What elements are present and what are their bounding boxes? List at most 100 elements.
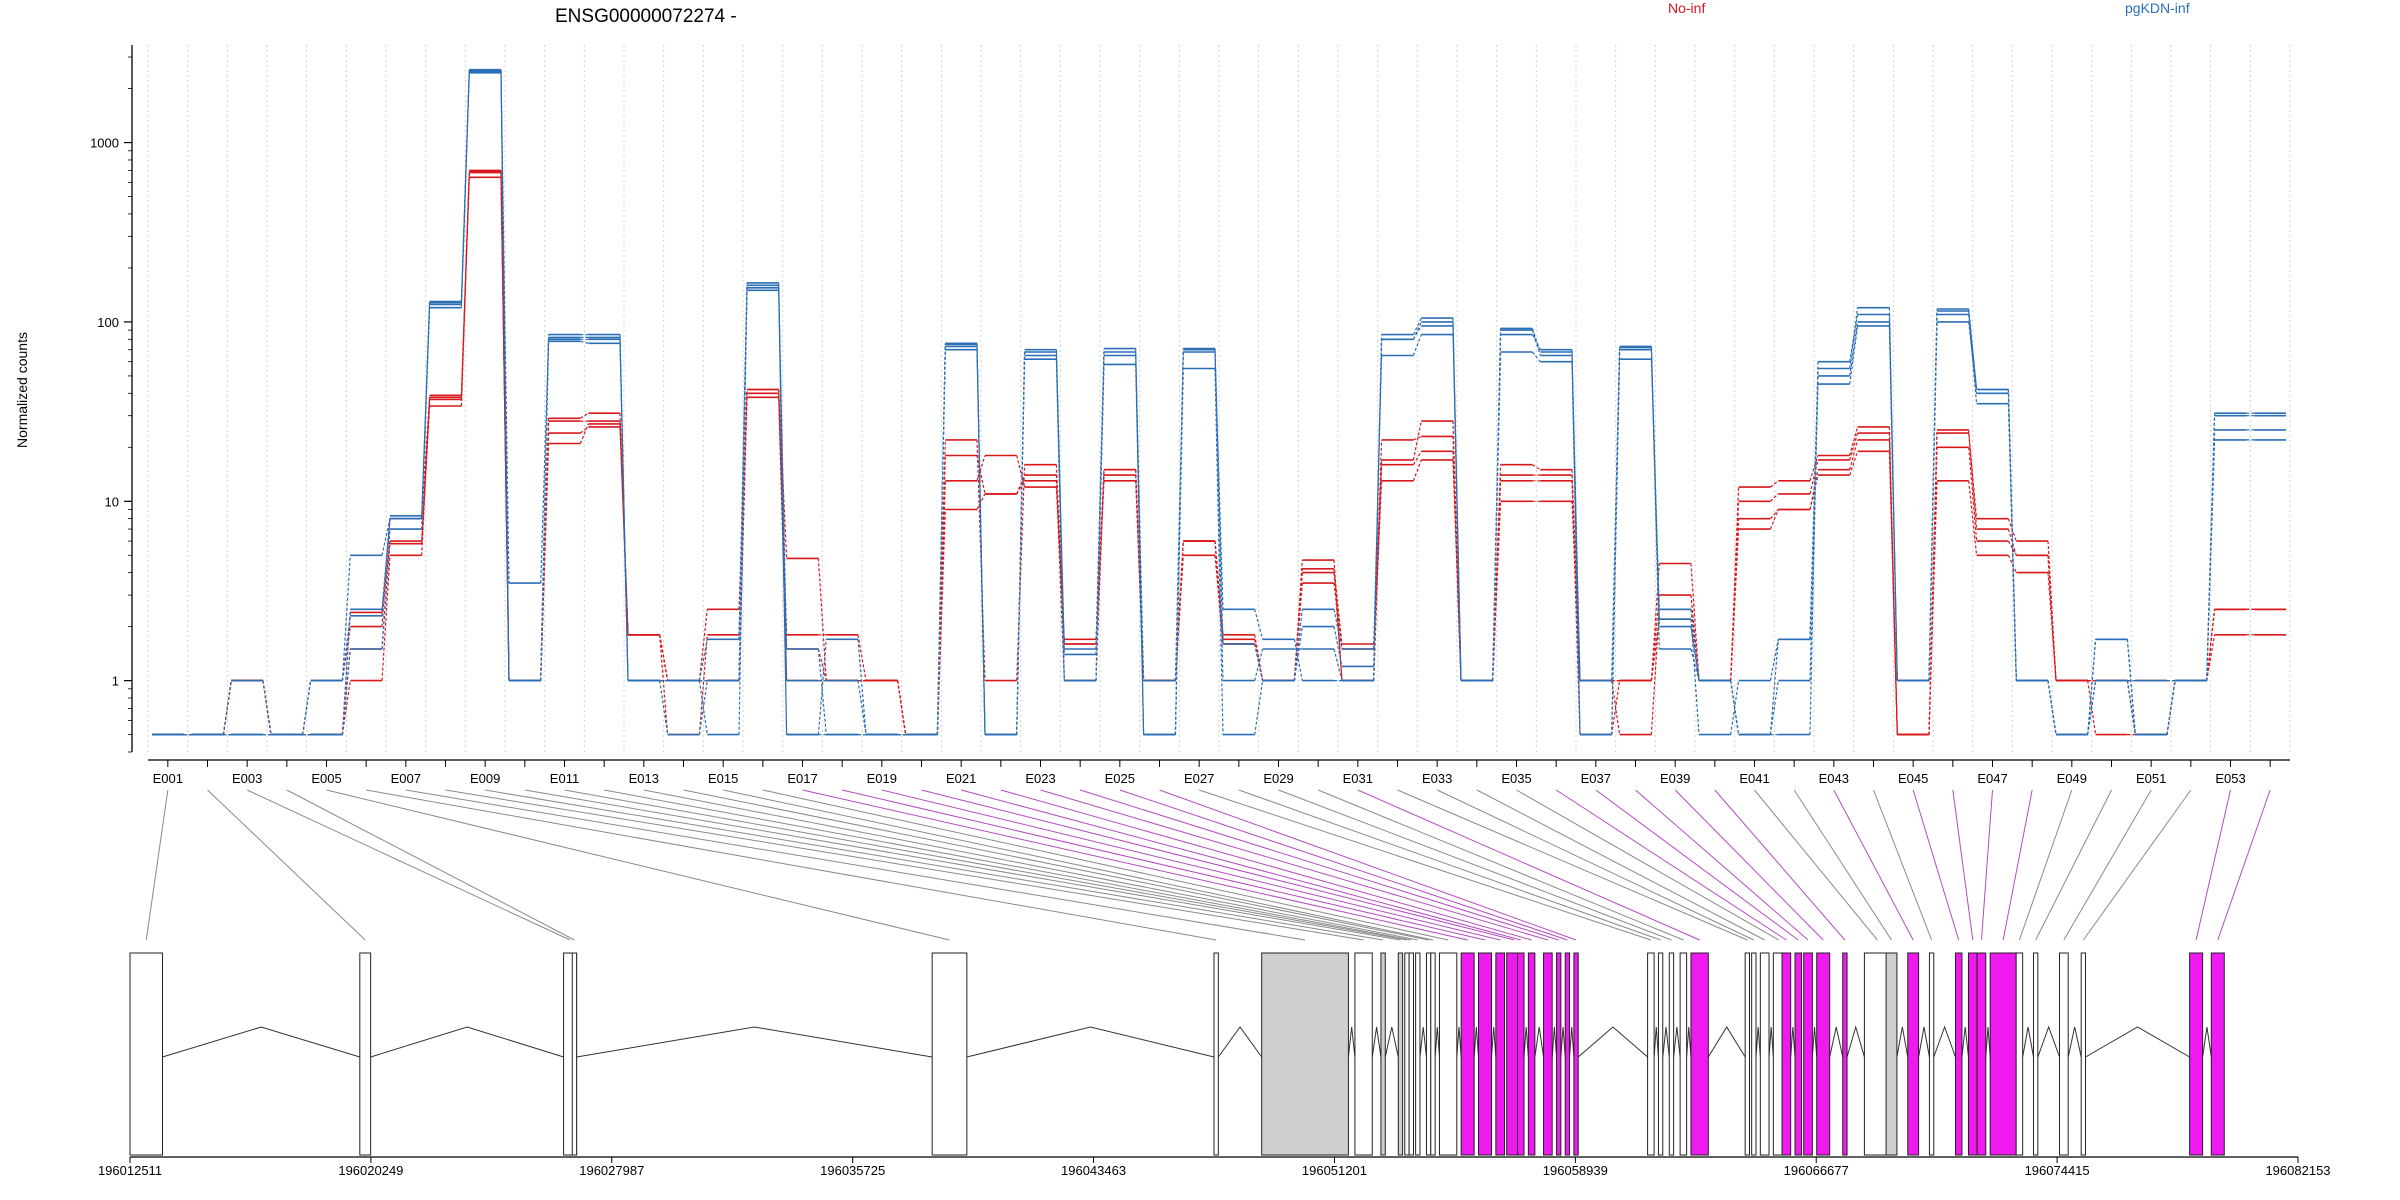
exon-tick-label: E023 [1025,771,1055,786]
exon-box [1744,952,1750,1156]
exon-connector [1555,789,1787,941]
exon-box [1477,952,1493,1156]
intron-line [576,1026,933,1058]
genomic-tick-label: 196020249 [338,1163,403,1178]
exon-tick-label: E037 [1581,771,1611,786]
intron-line [1755,1026,1761,1058]
exon-connector [1080,789,1559,941]
intron-line [370,1026,564,1058]
intron-line [162,1026,360,1058]
exon-connector [802,789,1468,941]
exon-connector [1278,789,1672,941]
intron-line [1523,1026,1529,1058]
intron-line [1456,1026,1462,1058]
exon-tick-label: E047 [1977,771,2007,786]
exon-box [1907,952,1920,1156]
exon-connector-lines [145,789,2271,941]
exon-tick-label: E053 [2215,771,2245,786]
exon-connector [1397,789,1748,941]
intron-line [2085,1026,2190,1058]
genomic-tick-label: 196051201 [1302,1163,1367,1178]
exon-connector [2063,789,2152,941]
genomic-tick-label: 196066677 [1784,1163,1849,1178]
exon-connector [1199,789,1652,941]
exon-tick-label: E043 [1819,771,1849,786]
intron-line [1419,1026,1427,1058]
exon-connector [1119,789,1568,941]
intron-line [1347,1026,1356,1058]
exon-connector [1714,789,1846,941]
exon-connector [1952,789,1974,941]
y-axis: 1 10 100 1000 [90,45,133,753]
intron-line [1662,1026,1670,1058]
legend-pgkdn-inf: pgKDN-inf [2125,0,2190,16]
exon-box [931,952,968,1156]
exon-connector [2035,789,2112,941]
y-tick-label: 1000 [90,136,119,151]
exon-connector [366,789,1217,941]
series-line-dashed [183,69,2255,736]
exon-connector [723,789,1434,941]
exon-connector [1754,789,1878,941]
exon-box [1354,952,1373,1156]
intron-line [1768,1026,1774,1058]
intron-line [1811,1026,1818,1058]
exon-tick-label: E009 [470,771,500,786]
exon-connector [604,789,1412,941]
exon-connector [1980,789,1993,941]
genomic-tick-label: 196082153 [2265,1163,2330,1178]
exon-box [571,952,578,1156]
exon-tick-label: E051 [2136,771,2166,786]
exon-box [1679,952,1688,1156]
intron-line [1491,1026,1497,1058]
exon-box [1556,952,1562,1156]
exon-connector [1159,789,1577,941]
exon-connector [1476,789,1765,941]
exon-connector [1912,789,1960,941]
gene-model [129,952,2225,1156]
exon-connector [564,789,1408,941]
exon-box [1954,952,1963,1156]
exon-connector [2002,789,2033,941]
intron-line [1985,1026,1991,1058]
series-line-solid [152,68,2286,736]
exon-connector [1793,789,1892,941]
exon-tick-label: E011 [550,771,579,786]
exon-box [1425,952,1432,1156]
intron-line [1434,1026,1440,1058]
exon-box [1543,952,1553,1156]
exon-tick-label: E007 [391,771,421,786]
exon-connector [1040,789,1549,941]
exon-connector [445,789,1364,941]
exon-box [1668,952,1675,1156]
exon-box [1842,952,1848,1156]
intron-line [2067,1026,2082,1058]
intron-line [1653,1026,1659,1058]
exon-box [1460,952,1475,1156]
exon-connector [326,789,950,941]
exon-tick-label: E041 [1739,771,1769,786]
intron-line [966,1026,1215,1058]
series-lines [152,68,2286,736]
exon-connector [1436,789,1755,941]
exon-box [2210,952,2225,1156]
intron-line [1673,1026,1681,1058]
exon-box [129,952,164,1156]
vertical-gridlines [147,45,2291,752]
intron-line [1569,1026,1575,1058]
exon-box [1759,952,1770,1156]
exon-connector [961,789,1521,941]
intron-line [1933,1025,1956,1058]
exon-connector [683,789,1429,941]
exon-box [2189,952,2204,1156]
series-line-dashed [183,70,2255,736]
exon-connector [1833,789,1914,941]
exon-box [1967,952,1978,1156]
y-tick-label: 1 [112,674,119,689]
exon-connector [207,789,366,941]
exon-box [1885,952,1898,1156]
y-axis-label: Normalized counts [14,332,30,448]
intron-line [1896,1026,1909,1058]
exon-tick-label: E039 [1660,771,1690,786]
